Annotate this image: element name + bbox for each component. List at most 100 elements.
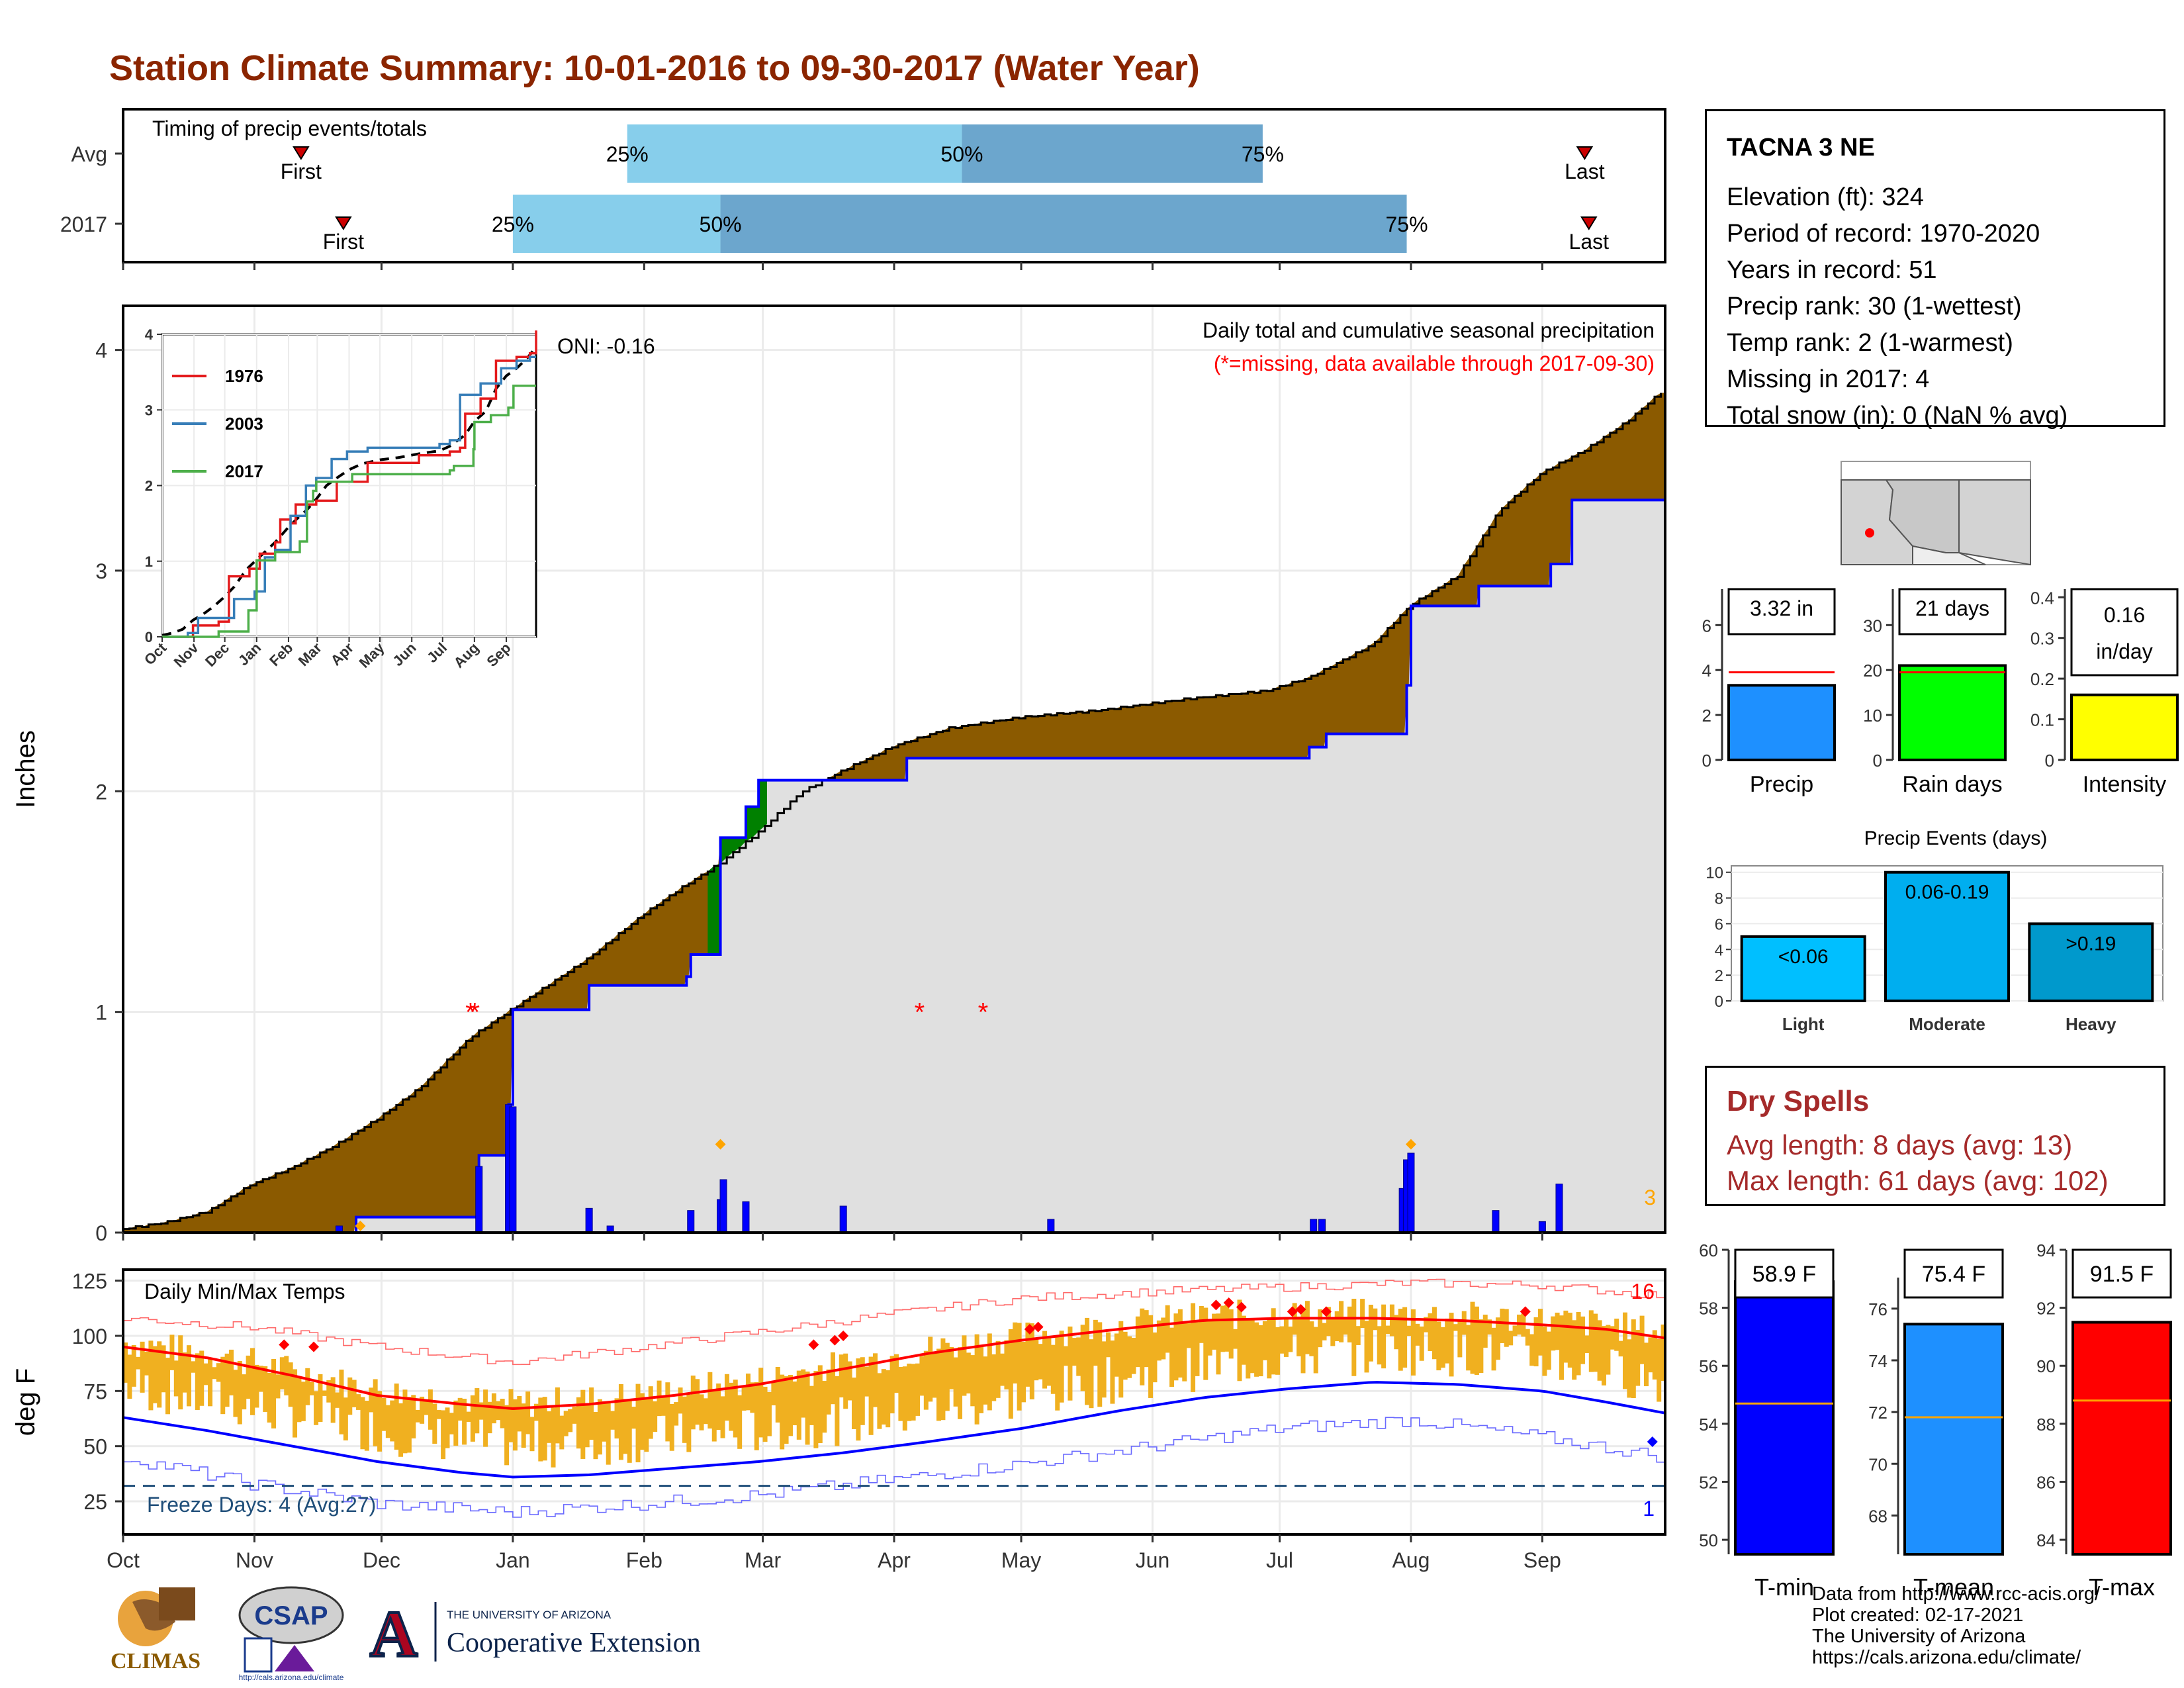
precip-summary-unit: in/day bbox=[2096, 639, 2152, 663]
temp-daily-bar bbox=[1529, 1334, 1535, 1366]
temp-daily-bar bbox=[822, 1381, 827, 1433]
temp-daily-bar bbox=[949, 1346, 954, 1389]
temp-panel: 25 50 75 100 125 Oct Nov Dec Jan Feb Mar Apr May Jun J… bbox=[11, 1268, 1666, 1572]
temp-daily-bar bbox=[635, 1383, 641, 1463]
precip-summary-2-bar bbox=[2070, 693, 2179, 761]
temp-xtick-label: Feb bbox=[626, 1548, 662, 1572]
temp-daily-bar bbox=[1618, 1340, 1623, 1357]
footer-line: The University of Arizona bbox=[1812, 1626, 2026, 1647]
temp-daily-bar bbox=[911, 1364, 916, 1421]
temp-daily-bar bbox=[1288, 1327, 1293, 1352]
temp-summary-label-box bbox=[2071, 1248, 2172, 1299]
temp-daily-bar bbox=[1652, 1330, 1657, 1380]
precip-daily-bar bbox=[585, 1207, 593, 1233]
temp-daily-bar bbox=[1177, 1309, 1183, 1378]
temp-daily-bar bbox=[318, 1374, 323, 1422]
temp-daily-bar bbox=[208, 1358, 213, 1407]
precip-missing-marker: * bbox=[915, 998, 925, 1027]
temp-daily-bar bbox=[369, 1387, 374, 1413]
temp-record-high-count: 16 bbox=[1631, 1280, 1655, 1303]
ua-logo-letter: A bbox=[370, 1597, 418, 1671]
temp-xtick-label: Aug bbox=[1392, 1548, 1430, 1572]
temp-daily-bar bbox=[835, 1376, 840, 1446]
dry-spells-avg: Avg length: 8 days (avg: 13) bbox=[1727, 1129, 2073, 1160]
precip-daily-bar bbox=[1555, 1184, 1563, 1233]
temp-daily-bar bbox=[551, 1407, 556, 1468]
temp-daily-bar bbox=[1606, 1325, 1611, 1375]
precip-daily-bar bbox=[1047, 1219, 1055, 1233]
temp-daily-bar bbox=[657, 1380, 662, 1417]
temp-daily-bar bbox=[974, 1334, 979, 1425]
temp-daily-bar bbox=[284, 1356, 289, 1395]
precip-summary-1-ytick-label: 0 bbox=[1873, 751, 1882, 771]
temp-daily-bar bbox=[1246, 1318, 1251, 1379]
temp-daily-bar bbox=[1144, 1310, 1149, 1368]
temp-daily-bar bbox=[1537, 1309, 1543, 1356]
csap-url: http://cals.arizona.edu/climate bbox=[239, 1673, 344, 1681]
precip-summary-2-ytick-label: 0 bbox=[2045, 751, 2054, 771]
precip-events-xlabel: Moderate bbox=[1909, 1014, 1985, 1034]
precip-summary-label-box bbox=[1727, 588, 1836, 635]
temp-daily-bar bbox=[1156, 1320, 1161, 1361]
inset-series-line bbox=[162, 330, 537, 638]
temp-daily-bar bbox=[1203, 1307, 1208, 1380]
temp-daily-bar bbox=[377, 1391, 383, 1452]
temp-daily-bar bbox=[224, 1353, 230, 1407]
timing-p25-label: 25% bbox=[492, 212, 534, 236]
temp-daily-bar bbox=[487, 1401, 492, 1434]
timing-last-label: Last bbox=[1565, 160, 1605, 183]
timing-chart: Timing of precip events/totals Avg 25% 50% 7… bbox=[11, 108, 1666, 1572]
temp-daily-bar bbox=[555, 1387, 560, 1444]
precip-daily-bar bbox=[1310, 1219, 1318, 1233]
temp-daily-bar bbox=[623, 1399, 628, 1454]
temp-daily-bar bbox=[1212, 1313, 1217, 1350]
temp-record-high-marker bbox=[1024, 1324, 1035, 1335]
temp-daily-bar bbox=[962, 1335, 967, 1396]
temp-daily-bar bbox=[1597, 1320, 1602, 1381]
precip-events-bar bbox=[1884, 870, 2010, 1003]
temp-daily-bar bbox=[242, 1374, 247, 1410]
temp-daily-bar bbox=[1029, 1323, 1034, 1399]
temp-daily-bar bbox=[589, 1387, 594, 1440]
temp-daily-bar bbox=[1313, 1327, 1318, 1374]
temp-daily-bar bbox=[690, 1376, 696, 1430]
temp-daily-bar bbox=[390, 1400, 395, 1442]
temp-daily-bar bbox=[453, 1400, 459, 1446]
temp-daily-bar bbox=[1470, 1301, 1475, 1374]
precip-ytick-label: 4 bbox=[95, 339, 107, 363]
temp-daily-bar bbox=[805, 1371, 810, 1445]
temp-daily-bar bbox=[250, 1348, 255, 1415]
precip-events-ytick-label: 8 bbox=[1715, 890, 1723, 908]
temp-daily-bar bbox=[889, 1356, 895, 1414]
temp-daily-bar bbox=[1233, 1329, 1238, 1349]
timing-bar-25-50 bbox=[512, 195, 721, 253]
inset-ytick-label: 0 bbox=[145, 629, 153, 645]
temp-daily-bar bbox=[512, 1399, 518, 1451]
climas-logo: CLIMAS bbox=[111, 1587, 201, 1673]
temp-daily-bar bbox=[839, 1354, 844, 1398]
temp-daily-bar bbox=[1254, 1322, 1259, 1377]
temp-daily-bar bbox=[322, 1390, 327, 1396]
temp-daily-bar bbox=[1360, 1299, 1365, 1329]
temp-daily-bar bbox=[1055, 1335, 1060, 1411]
precip-summary-xlabel: Precip bbox=[1750, 772, 1813, 797]
temp-daily-bar bbox=[123, 1342, 128, 1383]
precip-events-ytick-label: 10 bbox=[1706, 865, 1723, 882]
temp-record-high-marker bbox=[829, 1335, 841, 1346]
temp-daily-bar bbox=[606, 1403, 611, 1465]
temp-daily-bar bbox=[1410, 1309, 1416, 1376]
temp-avg-max-line bbox=[122, 1317, 1666, 1411]
temp-daily-bar bbox=[627, 1399, 632, 1463]
dry-spells-box: Dry Spells Avg length: 8 days (avg: 13) … bbox=[1705, 1066, 2165, 1206]
precip-events-ytick-label: 0 bbox=[1715, 993, 1723, 1011]
precip-ytick-label: 2 bbox=[95, 780, 107, 804]
precip-oni: ONI: -0.16 bbox=[557, 334, 655, 358]
temp-daily-bar bbox=[796, 1370, 801, 1440]
temp-daily-bar bbox=[932, 1352, 937, 1398]
temp-daily-bar bbox=[330, 1377, 336, 1423]
temp-daily-bar bbox=[1457, 1320, 1463, 1358]
precip-corner-label: 3 bbox=[1644, 1186, 1656, 1209]
temp-daily-bar bbox=[1572, 1320, 1577, 1380]
temp-daily-bar bbox=[644, 1398, 649, 1452]
temp-daily-bar bbox=[402, 1389, 408, 1454]
